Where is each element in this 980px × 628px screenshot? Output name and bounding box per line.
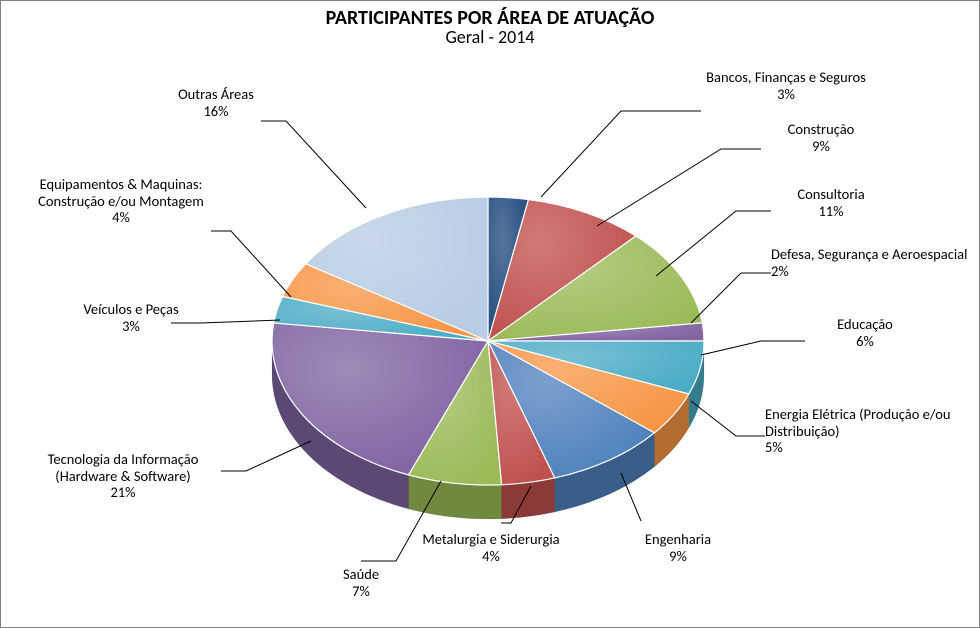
slice-label: Tecnologia da Informação (Hardware & Sof… <box>23 451 223 501</box>
leader-line <box>501 486 531 523</box>
leader-line <box>597 149 761 226</box>
chart-frame: PARTICIPANTES POR ÁREA DE ATUAÇÃO Geral … <box>0 0 980 628</box>
leader-line <box>541 111 701 197</box>
leader-line <box>621 473 641 521</box>
slice-label: Saúde7% <box>301 566 421 599</box>
slice-label: Outras Áreas16% <box>131 86 301 119</box>
leader-line <box>211 231 291 297</box>
leader-line <box>656 211 771 276</box>
slice-label: Veículos e Peças3% <box>51 301 211 334</box>
leader-line <box>221 441 311 471</box>
leader-line <box>691 401 765 436</box>
leader-line <box>261 121 366 208</box>
slice-label: Consultoria11% <box>771 186 891 219</box>
leader-line <box>701 341 805 355</box>
slice-label: Bancos, Finanças e Seguros3% <box>701 69 871 102</box>
slice-label: Equipamentos & Maquinas: Construção e/ou… <box>11 176 231 226</box>
slice-label: Engenharia9% <box>608 531 748 564</box>
pie-chart: Bancos, Finanças e Seguros3% Construção9%… <box>1 1 979 627</box>
slice-label: Educação6% <box>805 316 925 349</box>
leader-line <box>691 273 771 323</box>
slice-label: Construção9% <box>761 121 881 154</box>
slice-label: Defesa, Segurança e Aeroespacial2% <box>771 246 971 279</box>
slice-label: Energia Elétrica (Produção e/ou Distribu… <box>765 406 965 456</box>
slice-label: Metalurgia e Siderurgia4% <box>421 531 561 564</box>
